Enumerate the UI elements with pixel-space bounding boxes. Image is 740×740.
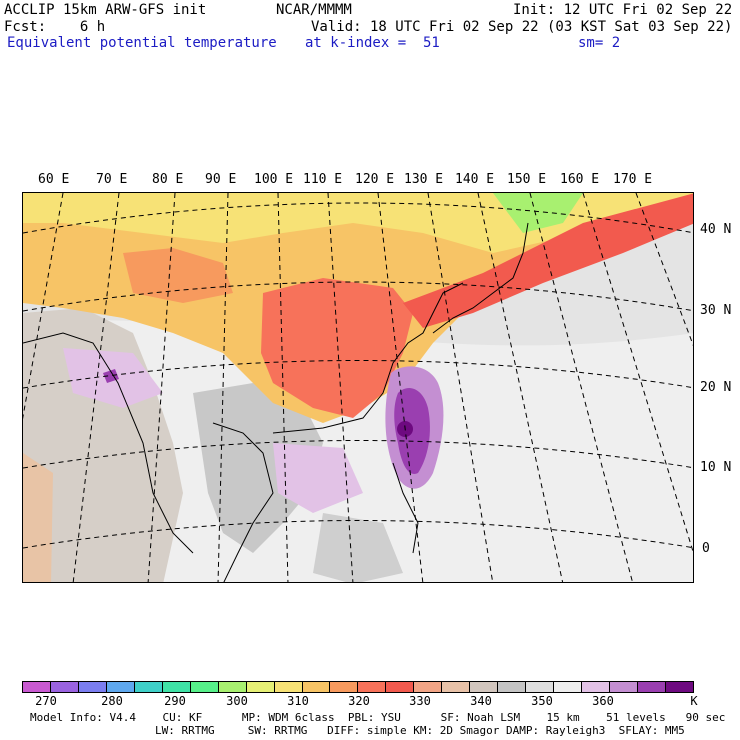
pacific-front (403, 193, 693, 328)
coastline-indochina (212, 422, 274, 582)
colorbar-segment (358, 682, 387, 692)
forecast-hour: Fcst: 6 h (4, 19, 106, 35)
colorbar-segment (246, 682, 275, 692)
colorbar-segment (610, 682, 638, 692)
colorbar-segment (414, 682, 443, 692)
graticule (23, 193, 693, 582)
colorbar-label-330: 330 (409, 694, 431, 708)
tropical-band (23, 320, 693, 582)
lon-label-80e: 80 E (152, 172, 184, 187)
colorbar-segment (554, 682, 583, 692)
scs-lilac (273, 443, 363, 513)
india-purple-spot (103, 369, 119, 383)
model-info-line2: LW: RRTMG SW: RRTMG DIFF: simple KM: 2D … (155, 724, 685, 737)
lat-label-30n: 30 N (700, 303, 732, 318)
green-patch (493, 193, 583, 233)
colorbar-label-320: 320 (348, 694, 370, 708)
model-info-line1: Model Info: V4.4 CU: KF MP: WDM 6class P… (30, 711, 726, 724)
colorbar-label-300: 300 (226, 694, 248, 708)
arabian-sea-warm (23, 453, 53, 582)
coastline-philippines (392, 462, 419, 554)
colorbar-segment (106, 682, 135, 692)
lon-label-120e: 120 E (355, 172, 395, 187)
colorbar-segment (637, 682, 666, 692)
colorbar-segment (498, 682, 527, 692)
colorbar (22, 681, 694, 693)
lon-label-150e: 150 E (507, 172, 547, 187)
lon-label-70e: 70 E (96, 172, 128, 187)
colorbar-segment (330, 682, 359, 692)
maritime-continent (313, 513, 403, 582)
colorbar-segment (23, 682, 51, 692)
colorbar-segment (582, 682, 611, 692)
colorbar-label-280: 280 (101, 694, 123, 708)
lon-label-140e: 140 E (455, 172, 495, 187)
indochina-region (193, 383, 323, 553)
tibet-region (123, 248, 233, 303)
colorbar-segment (442, 682, 471, 692)
colorbar-segment (190, 682, 219, 692)
colorbar-segment (470, 682, 499, 692)
map-panel (22, 192, 694, 583)
lat-label-10n: 10 N (700, 460, 732, 475)
colorbar-label-350: 350 (531, 694, 553, 708)
colorbar-segment (526, 682, 555, 692)
colorbar-segment (218, 682, 247, 692)
colorbar-segment (134, 682, 163, 692)
colorbar-segment (665, 682, 693, 692)
field-name: Equivalent potential temperature (7, 35, 277, 51)
institution-label: NCAR/MMMM (276, 2, 352, 18)
lon-label-110e: 110 E (303, 172, 343, 187)
colorbar-label-340: 340 (470, 694, 492, 708)
lon-label-130e: 130 E (404, 172, 444, 187)
lon-label-100e: 100 E (254, 172, 294, 187)
coastline-japan (432, 222, 529, 334)
lat-label-40n: 40 N (700, 222, 732, 237)
colorbar-segment (302, 682, 331, 692)
colorbar-segment (162, 682, 191, 692)
colorbar-segment (78, 682, 107, 692)
coastline-india (23, 332, 194, 554)
lat-label-20n: 20 N (700, 380, 732, 395)
colorbar-label-310: 310 (287, 694, 309, 708)
lon-label-170e: 170 E (613, 172, 653, 187)
colorbar-segment (50, 682, 79, 692)
model-title: ACCLIP 15km ARW-GFS init (4, 2, 207, 18)
colorbar-segment (386, 682, 415, 692)
theta-e-map (23, 193, 693, 582)
lon-label-60e: 60 E (38, 172, 70, 187)
lon-label-160e: 160 E (560, 172, 600, 187)
lat-label-0: 0 (702, 541, 710, 556)
colorbar-unit: K (690, 694, 698, 708)
colorbar-label-270: 270 (35, 694, 57, 708)
colorbar-segment (274, 682, 303, 692)
level-label: at k-index = 51 (305, 35, 440, 51)
colorbar-label-360: 360 (592, 694, 614, 708)
china-high-theta (261, 278, 413, 418)
smoothing-label: sm= 2 (578, 35, 621, 51)
valid-time: Valid: 18 UTC Fri 02 Sep 22 (03 KST Sat … (311, 19, 733, 35)
init-time: Init: 12 UTC Fri 02 Sep 22 (513, 2, 733, 18)
lon-label-90e: 90 E (205, 172, 237, 187)
coastline-china (272, 282, 464, 434)
colorbar-label-290: 290 (164, 694, 186, 708)
